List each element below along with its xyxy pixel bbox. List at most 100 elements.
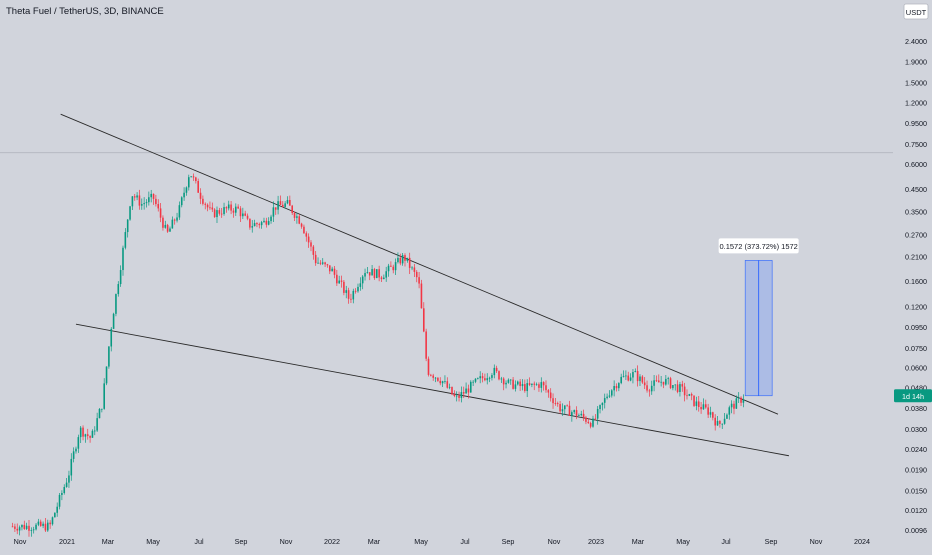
candle-body <box>479 376 481 379</box>
candle-body <box>37 521 40 525</box>
candle-body <box>185 187 188 193</box>
candle-body <box>719 421 721 424</box>
candle-body <box>44 523 47 531</box>
time-tick: Sep <box>765 537 778 546</box>
candle-body <box>707 407 709 415</box>
candle-body <box>505 382 507 385</box>
candle-body <box>589 423 592 427</box>
candle-body <box>477 378 479 380</box>
price-tick: 2.4000 <box>905 37 927 46</box>
candle-body <box>455 395 458 397</box>
candle-body <box>716 421 719 426</box>
trendline-upper[interactable] <box>60 113 779 415</box>
candle-body <box>359 283 362 287</box>
currency-button-label[interactable]: USDT <box>906 8 927 17</box>
trendline-lower[interactable] <box>75 323 789 457</box>
candle-body <box>82 427 84 437</box>
candle-body <box>350 298 352 300</box>
time-axis[interactable]: Nov 2021 Mar May Jul Sep Nov 2022 Mar May Jul Sep No… <box>14 537 870 546</box>
candle-body <box>688 394 691 396</box>
time-tick: May <box>146 537 160 546</box>
candle-body <box>634 371 637 373</box>
candle-body <box>615 386 618 389</box>
candle-body <box>21 524 23 528</box>
candle-body <box>606 396 608 399</box>
candle-body <box>307 236 310 243</box>
time-tick: Mar <box>102 537 115 546</box>
candle-body <box>206 204 209 208</box>
candle-body <box>51 517 54 525</box>
candle-body <box>603 398 606 403</box>
price-tick: 0.2700 <box>905 230 927 239</box>
candle-body <box>312 246 315 255</box>
candle-body <box>75 448 77 452</box>
time-tick: Nov <box>548 537 561 546</box>
candle-body <box>618 383 620 389</box>
candle-body <box>542 382 545 386</box>
candle-body <box>263 220 265 223</box>
candle-body <box>277 201 279 210</box>
candle-body <box>298 216 301 224</box>
time-tick: Jul <box>460 537 470 546</box>
candle-body <box>150 193 152 198</box>
candle-body <box>425 331 427 359</box>
candle-body <box>380 277 383 280</box>
candle-body <box>709 412 712 415</box>
candle-body <box>54 512 56 518</box>
measure-layer[interactable]: 0.1572 (373.72%) 1572 <box>718 238 799 397</box>
candle-body <box>667 378 669 380</box>
candle-body <box>190 176 192 178</box>
candle-body <box>695 401 698 406</box>
price-tick: 0.0300 <box>905 425 927 434</box>
candle-body <box>387 265 390 272</box>
candle-body <box>632 372 634 378</box>
candle-body <box>131 196 134 207</box>
price-tick: 0.0950 <box>905 323 927 332</box>
candle-body <box>136 195 138 198</box>
candle-body <box>662 381 665 385</box>
candle-body <box>507 379 510 383</box>
candle-body <box>571 412 573 416</box>
price-tick: 0.0380 <box>905 404 927 413</box>
candle-body <box>272 207 275 217</box>
currency-button[interactable] <box>903 3 929 20</box>
candle-body <box>279 201 282 205</box>
price-tick: 0.0096 <box>905 526 927 535</box>
candle-body <box>533 383 536 385</box>
candle-body <box>195 177 197 182</box>
candle-body <box>340 280 343 282</box>
candle-body <box>378 269 380 278</box>
time-tick: Nov <box>810 537 823 546</box>
candle-body <box>164 224 167 228</box>
candle-body <box>336 274 338 284</box>
candle-body <box>683 386 686 396</box>
candle-body <box>401 255 404 264</box>
candle-body <box>251 226 254 228</box>
candle-body <box>408 257 411 268</box>
candle-body <box>737 397 740 399</box>
candle-body <box>84 434 87 437</box>
candle-body <box>213 209 216 218</box>
candle-body <box>354 290 357 292</box>
candle-body <box>286 200 289 204</box>
candle-body <box>646 385 648 391</box>
time-tick: 2022 <box>324 537 340 546</box>
candle-body <box>162 217 164 228</box>
candle-body <box>498 371 500 380</box>
candle-body <box>79 427 82 438</box>
candle-body <box>119 270 122 285</box>
candle-body <box>300 223 303 227</box>
time-tick: Jul <box>194 537 204 546</box>
candle-body <box>169 228 171 232</box>
candle-body <box>103 383 105 409</box>
candle-body <box>545 385 547 391</box>
candle-body <box>509 379 512 381</box>
candle-body <box>585 417 587 422</box>
price-axis[interactable]: 2.4000 1.9000 1.5000 1.2000 0.9500 0.7500 0.60… <box>894 37 932 535</box>
measure-label-box <box>718 238 799 254</box>
time-tick: 2024 <box>854 537 870 546</box>
time-tick: Sep <box>235 537 248 546</box>
candle-body <box>622 376 625 378</box>
